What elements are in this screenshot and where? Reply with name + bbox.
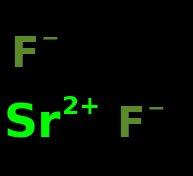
Text: −: − <box>41 28 59 48</box>
Text: F: F <box>10 34 38 76</box>
Text: F: F <box>116 104 144 146</box>
Text: Sr: Sr <box>4 102 61 147</box>
Text: −: − <box>147 98 165 118</box>
Text: 2+: 2+ <box>62 95 100 119</box>
